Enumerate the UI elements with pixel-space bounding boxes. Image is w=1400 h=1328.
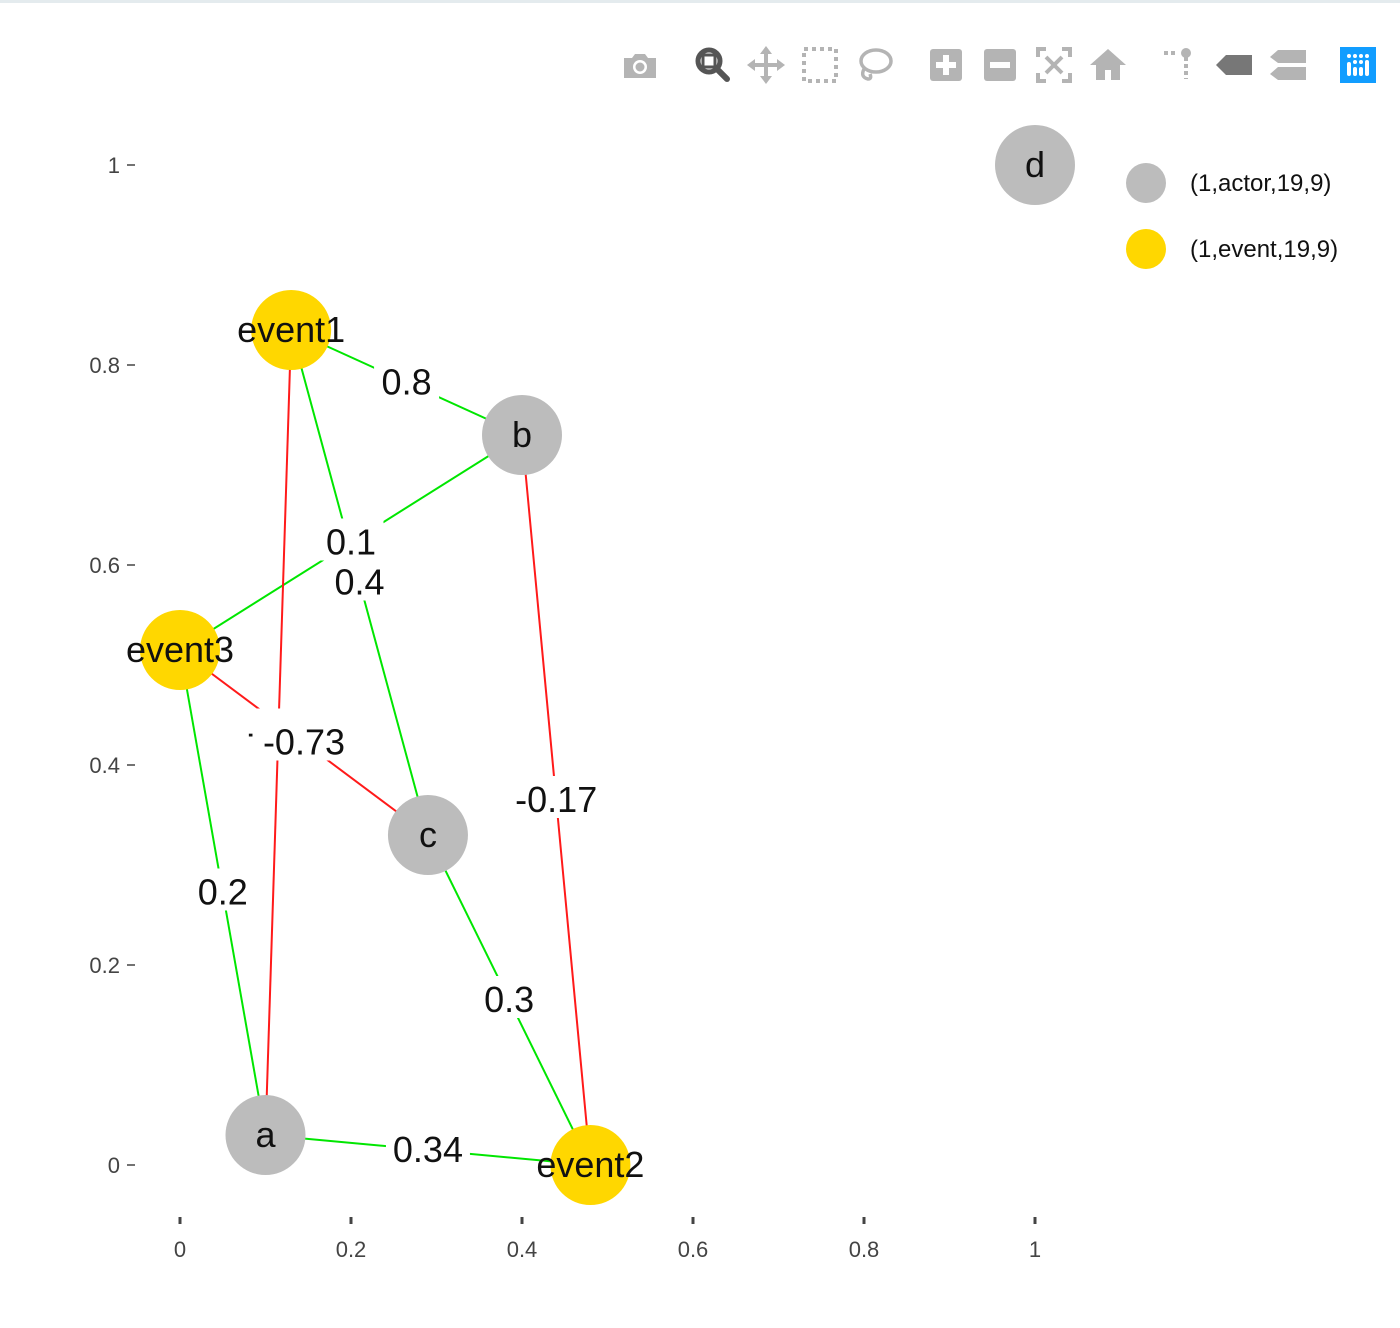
nodes: a b c d event1 event2 event3 [126, 125, 1075, 1205]
edge-label-bg [504, 776, 608, 818]
edge-weight-label: 0.4 [335, 562, 385, 603]
edge-label-bg [252, 718, 356, 761]
edge-weight-label: 0.1 [326, 522, 376, 563]
y-tick-label: 0.4 [89, 753, 120, 778]
zoom-icon[interactable] [688, 40, 736, 90]
pan-icon[interactable] [742, 40, 790, 90]
zoom-out-icon[interactable] [976, 40, 1024, 90]
node-label-event3: event3 [126, 629, 234, 670]
legend-entry-label[interactable]: (1,event,19,9) [1190, 236, 1338, 263]
hover-compare-icon[interactable] [1264, 40, 1312, 90]
top-border [0, 0, 1400, 3]
y-tick-label: 0.8 [89, 353, 120, 378]
node-label-a: a [255, 1114, 276, 1155]
legend-entry-label[interactable]: (1,actor,19,9) [1190, 170, 1331, 197]
x-tick-label: 1 [1029, 1237, 1041, 1262]
edge-weight-label: 0.3 [484, 979, 534, 1020]
edge-weight-label: 0.2 [198, 872, 248, 913]
node-event3[interactable] [140, 610, 220, 690]
x-tick-label: 0.8 [849, 1237, 880, 1262]
node-b[interactable] [482, 395, 562, 475]
node-label-event1: event1 [237, 309, 345, 350]
box-select-icon[interactable] [796, 40, 844, 90]
edge-label-bg [318, 518, 384, 561]
edge-weight-label: 0.8 [382, 362, 432, 403]
autoscale-icon[interactable] [1030, 40, 1078, 90]
spike-lines-icon[interactable] [1152, 40, 1200, 90]
edge-label-bg [385, 1126, 470, 1168]
y-tick-label: 0.2 [89, 953, 120, 978]
x-tick-label: 0.2 [336, 1237, 367, 1262]
x-tick-label: 0.6 [678, 1237, 709, 1262]
edge-weight-label: -0.73 [263, 722, 345, 763]
edge-weight-label: 0.34 [393, 1129, 463, 1170]
edge-label-bg [476, 976, 542, 1018]
legend-marker[interactable] [1126, 163, 1166, 203]
x-tick-label: 0.4 [507, 1237, 538, 1262]
edge-weight-label: -0.17 [515, 779, 597, 820]
home-icon[interactable] [1084, 40, 1132, 90]
modebar [612, 40, 1392, 90]
edge-label-bg [327, 558, 393, 601]
node-c[interactable] [387, 795, 468, 875]
legend: (1,actor,19,9) (1,event,19,9) [1126, 163, 1338, 269]
edge-label-bg [190, 868, 256, 911]
camera-icon[interactable] [616, 40, 664, 90]
x-tick-label: 0 [174, 1237, 186, 1262]
lasso-select-icon[interactable] [850, 40, 898, 90]
node-a[interactable] [225, 1095, 306, 1175]
node-event1[interactable] [251, 290, 332, 370]
y-tick-label: 0.6 [89, 553, 120, 578]
hover-closest-icon[interactable] [1210, 40, 1258, 90]
edge-label-bg [374, 358, 440, 401]
axes: 0 0.2 0.4 0.6 0.8 1 0 0.2 0.4 0.6 0.8 1 [89, 153, 1041, 1262]
node-label-d: d [1025, 144, 1045, 185]
node-d[interactable] [995, 125, 1075, 205]
legend-marker[interactable] [1126, 229, 1166, 269]
zoom-in-icon[interactable] [922, 40, 970, 90]
node-event2[interactable] [550, 1125, 631, 1205]
edge-labels: 0.80.10.4-0.2-0.73-0.170.20.30.34 [190, 358, 608, 1170]
plotly-logo-icon[interactable] [1334, 40, 1382, 90]
node-label-c: c [419, 814, 437, 855]
node-label-event2: event2 [536, 1144, 644, 1185]
y-tick-label: 1 [108, 153, 120, 178]
y-tick-label: 0 [108, 1153, 120, 1178]
node-label-b: b [512, 414, 532, 455]
